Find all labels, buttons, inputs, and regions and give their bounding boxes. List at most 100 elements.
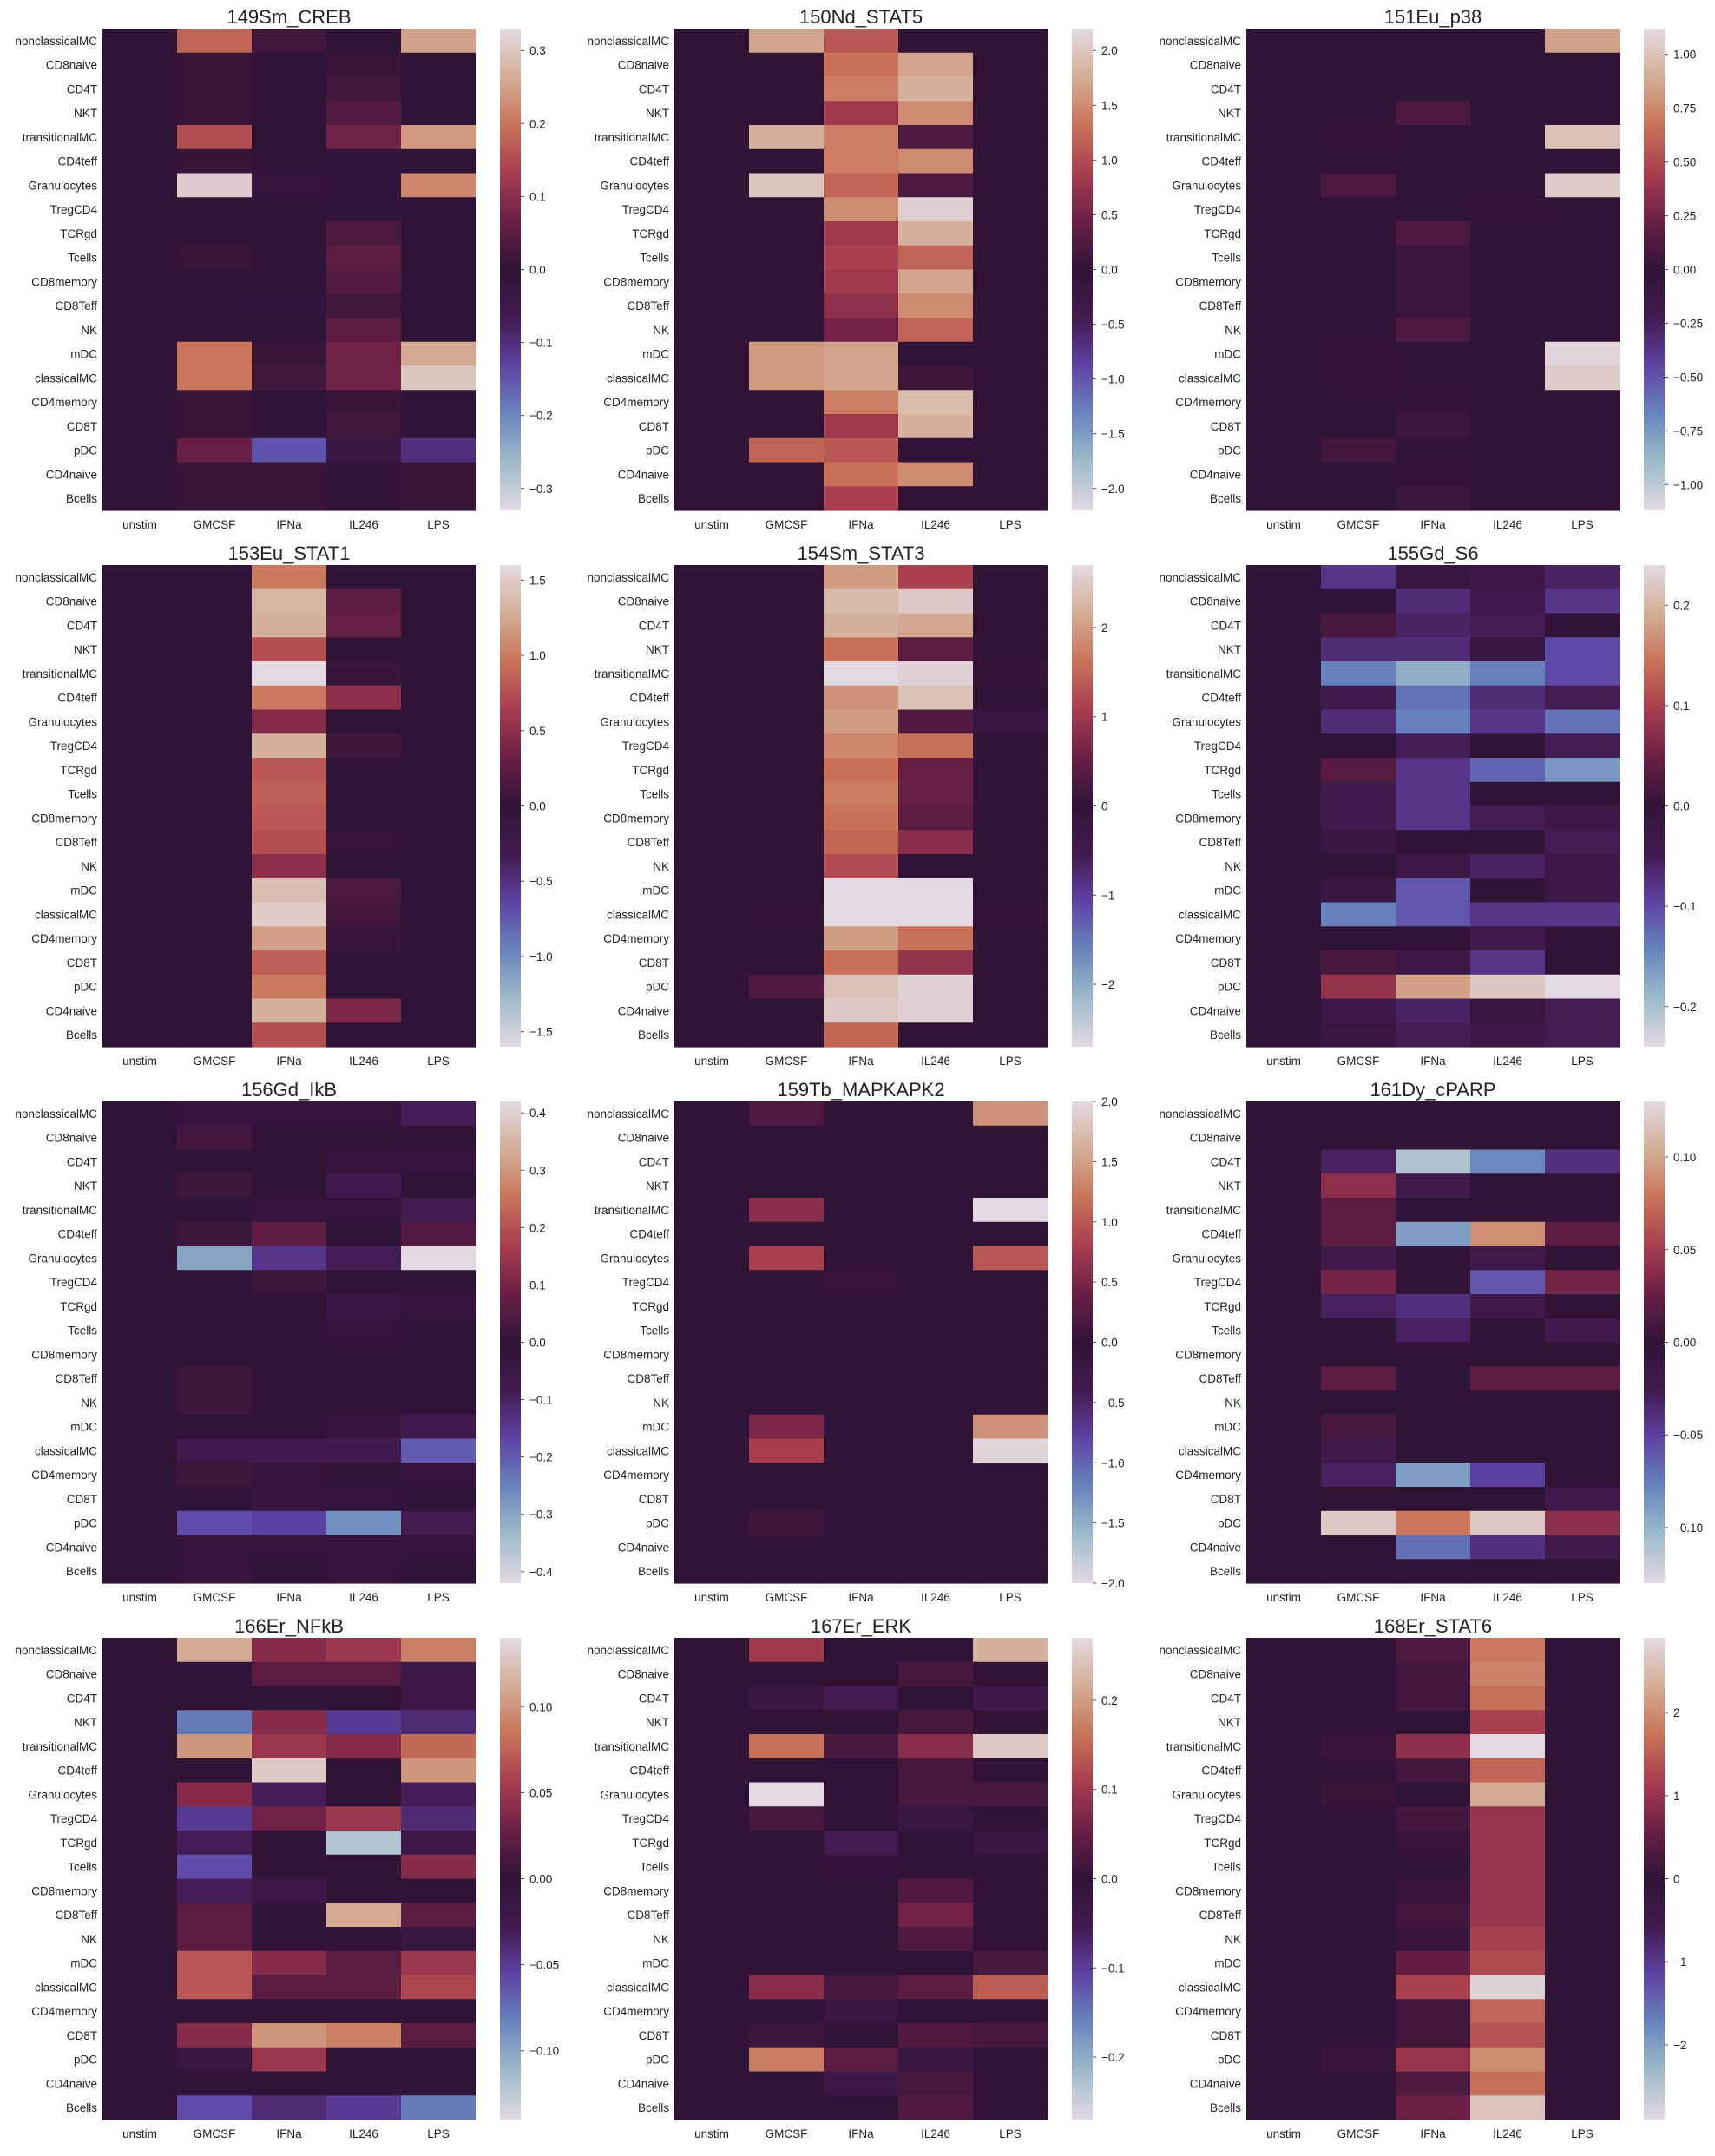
heatmap-cell <box>749 1950 825 1976</box>
heatmap-cell <box>401 565 476 590</box>
heatmap-cell <box>749 101 825 126</box>
heatmap-cell <box>674 221 750 246</box>
heatmap-cell <box>177 1221 253 1247</box>
heatmap-cell <box>1321 1022 1396 1048</box>
colorbar-tick-label: 0.10 <box>1673 1151 1696 1164</box>
row-label: transitionalMC <box>595 1740 670 1753</box>
heatmap-cell <box>749 1782 825 1807</box>
heatmap-cell <box>401 902 476 927</box>
heatmap-cell <box>252 1414 327 1440</box>
row-label: CD4teff <box>1201 692 1241 705</box>
row-label: CD4T <box>1211 82 1241 95</box>
heatmap-cell <box>898 293 974 319</box>
heatmap-cell <box>177 1246 253 1271</box>
heatmap-cell <box>102 1535 178 1560</box>
heatmap-cell <box>1246 1221 1322 1247</box>
row-label: CD8T <box>639 956 669 970</box>
heatmap-cell <box>674 414 750 439</box>
row-label: Tcells <box>640 788 669 801</box>
row-label: nonclassicalMC <box>587 571 669 584</box>
column-label: IL246 <box>349 2127 378 2140</box>
row-label: TregCD4 <box>1194 203 1242 216</box>
row-label: Bcells <box>66 1565 97 1578</box>
heatmap-cell <box>824 1734 899 1759</box>
heatmap-cell <box>898 1661 974 1687</box>
row-label: pDC <box>1218 981 1241 994</box>
heatmap-cell <box>973 1463 1048 1488</box>
heatmap-cell <box>326 1734 402 1759</box>
heatmap-cell <box>177 1854 253 1880</box>
heatmap-panel: 166Er_NFkBnonclassicalMCCD8naiveCD4TNKTt… <box>15 1615 559 2140</box>
heatmap-cell <box>1470 462 1546 487</box>
row-label: pDC <box>1218 444 1241 457</box>
row-label: CD8Teff <box>1199 1372 1241 1385</box>
heatmap-cell <box>674 29 750 54</box>
heatmap-cell <box>1396 1101 1471 1127</box>
heatmap-cell <box>973 390 1048 415</box>
heatmap-cell <box>824 341 899 367</box>
heatmap-cell <box>1470 125 1546 150</box>
heatmap-cell <box>749 1022 825 1048</box>
heatmap-cell <box>749 365 825 391</box>
heatmap-cell <box>1545 1414 1620 1440</box>
heatmap-cell <box>1396 486 1471 511</box>
heatmap-cell <box>824 1294 899 1319</box>
heatmap-cell <box>674 1270 750 1295</box>
row-label: mDC <box>642 348 669 361</box>
heatmap-cell <box>674 245 750 271</box>
heatmap-cell <box>326 1975 402 2000</box>
heatmap-cell <box>674 1927 750 1952</box>
heatmap-cell <box>177 1022 253 1048</box>
heatmap-cell <box>1470 1686 1546 1711</box>
heatmap-cell <box>177 1414 253 1440</box>
heatmap-cell <box>1396 1831 1471 1856</box>
heatmap-cell <box>1246 221 1322 246</box>
heatmap-cell <box>252 414 327 439</box>
heatmap-cell <box>749 781 825 807</box>
heatmap-cell <box>102 221 178 246</box>
heatmap-cell <box>1470 709 1546 734</box>
heatmap-cell <box>1246 76 1322 102</box>
heatmap-cell <box>1246 1661 1322 1687</box>
row-label: Tcells <box>1212 1324 1241 1338</box>
heatmap-cell <box>326 1022 402 1048</box>
colorbar-tick-label: 1 <box>1101 711 1108 724</box>
heatmap-cell <box>898 1149 974 1174</box>
heatmap-cell <box>401 2047 476 2073</box>
colorbar-tick-label: 1 <box>1673 1790 1680 1803</box>
heatmap-cell <box>401 950 476 976</box>
column-label: IFNa <box>1420 518 1446 531</box>
heatmap-cell <box>674 52 750 78</box>
heatmap-cell <box>1321 1198 1396 1223</box>
heatmap-cell <box>674 1510 750 1536</box>
heatmap-cell <box>1246 125 1322 150</box>
heatmap-cell <box>824 1101 899 1127</box>
heatmap-cell <box>177 926 253 951</box>
colorbar-tick-label: 0.1 <box>529 1278 546 1292</box>
heatmap-cell <box>1470 878 1546 904</box>
heatmap-cell <box>1246 486 1322 511</box>
row-label: classicalMC <box>35 1981 97 1994</box>
heatmap-cell <box>898 878 974 904</box>
heatmap-cell <box>177 1999 253 2024</box>
heatmap-cell <box>102 637 178 662</box>
heatmap-cell <box>1396 1173 1471 1199</box>
heatmap-cell <box>177 318 253 343</box>
heatmap-cell <box>1545 1903 1620 1928</box>
heatmap-cell <box>898 974 974 1000</box>
heatmap-cell <box>401 1661 476 1687</box>
heatmap-cell <box>1321 1173 1396 1199</box>
row-label: pDC <box>646 444 669 457</box>
heatmap-cell <box>1396 950 1471 976</box>
row-label: CD8naive <box>46 59 97 72</box>
heatmap-cell <box>824 414 899 439</box>
heatmap-cell <box>177 1734 253 1759</box>
row-label: CD8naive <box>1190 595 1241 608</box>
heatmap-cell <box>898 1806 974 1831</box>
row-label: CD4naive <box>1190 1541 1241 1554</box>
heatmap-cell <box>1246 781 1322 807</box>
heatmap-cell <box>102 758 178 783</box>
row-label: pDC <box>74 1517 97 1530</box>
row-label: CD8memory <box>31 275 97 288</box>
heatmap-cell <box>1470 1734 1546 1759</box>
